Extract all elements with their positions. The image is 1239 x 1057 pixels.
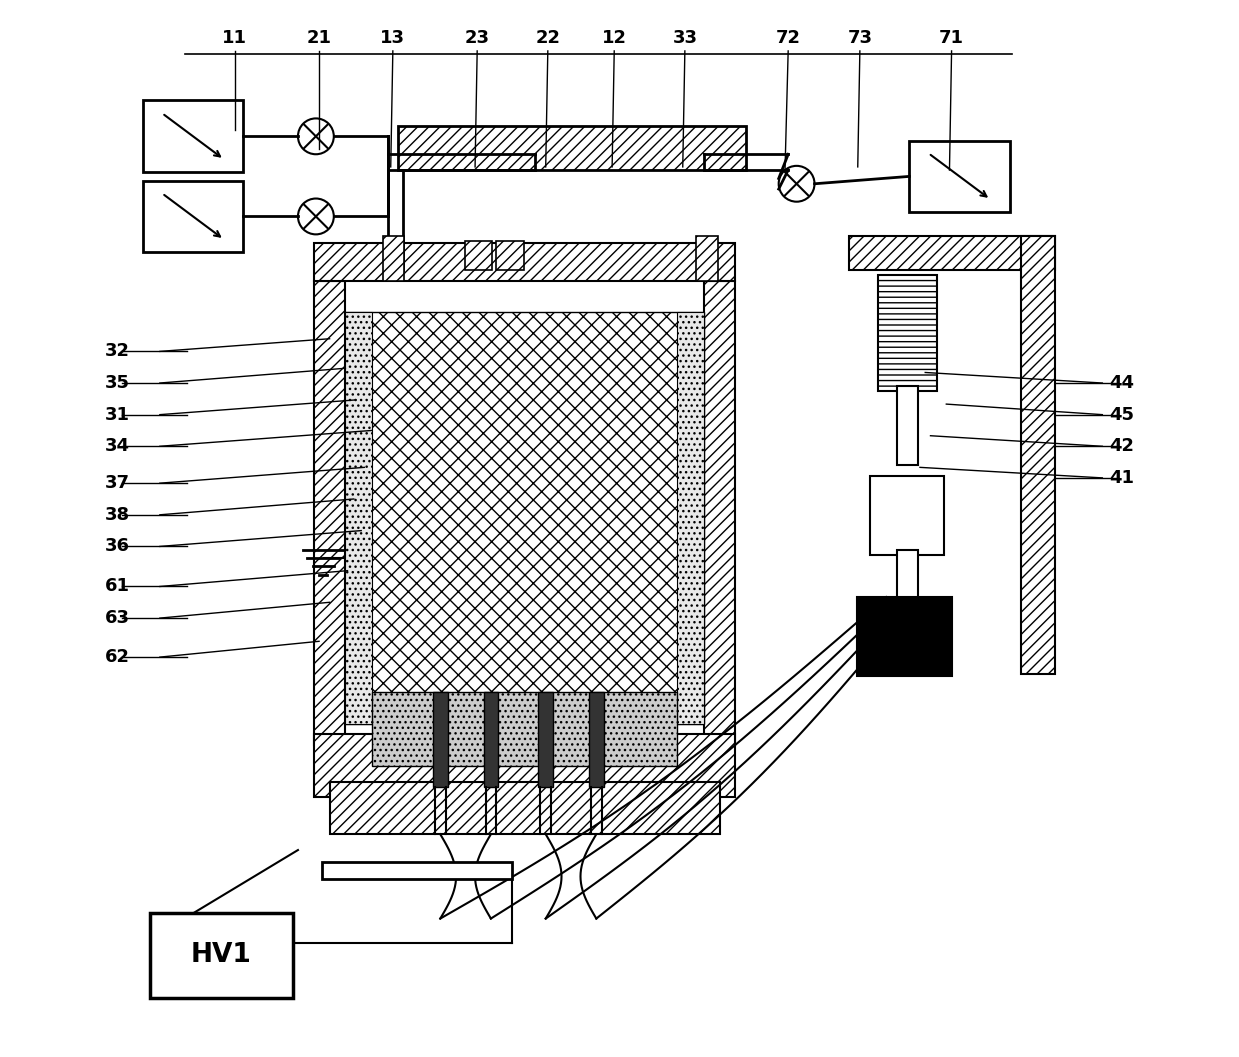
Bar	[330, 781, 720, 834]
Bar	[496, 241, 524, 271]
Bar	[897, 550, 918, 602]
Text: 44: 44	[1109, 374, 1134, 392]
Text: 23: 23	[465, 30, 489, 48]
Bar	[696, 237, 717, 281]
Text: 32: 32	[105, 342, 130, 360]
Bar	[313, 734, 736, 797]
Bar	[465, 241, 492, 271]
Bar	[432, 692, 447, 786]
Bar	[871, 476, 944, 555]
Text: 21: 21	[306, 30, 332, 48]
Bar	[142, 181, 243, 253]
Bar	[313, 281, 346, 744]
Bar	[704, 281, 736, 744]
Text: 41: 41	[1109, 469, 1134, 487]
Text: 73: 73	[847, 30, 872, 48]
Text: 45: 45	[1109, 406, 1134, 424]
Bar	[538, 692, 553, 786]
Bar	[849, 237, 1054, 271]
Bar	[150, 913, 292, 998]
Bar	[678, 313, 704, 724]
Bar	[398, 126, 746, 170]
Bar	[897, 386, 918, 465]
Text: 38: 38	[105, 506, 130, 524]
Text: HV1: HV1	[191, 943, 252, 968]
Text: 13: 13	[380, 30, 405, 48]
Text: 22: 22	[535, 30, 560, 48]
Bar	[142, 100, 243, 172]
Text: 12: 12	[602, 30, 627, 48]
Text: 72: 72	[776, 30, 800, 48]
Bar	[346, 313, 704, 724]
Bar	[313, 243, 736, 281]
Bar	[372, 692, 678, 765]
Bar	[877, 276, 937, 391]
Bar	[1021, 237, 1054, 674]
Text: 11: 11	[222, 30, 248, 48]
Text: 71: 71	[939, 30, 964, 48]
Text: 31: 31	[105, 406, 130, 424]
Bar	[909, 141, 1010, 212]
Text: 34: 34	[105, 438, 130, 456]
Text: 37: 37	[105, 475, 130, 493]
Text: 36: 36	[105, 537, 130, 555]
Text: 42: 42	[1109, 438, 1134, 456]
Bar	[483, 692, 498, 786]
Bar	[383, 237, 404, 281]
Bar	[322, 861, 512, 878]
Text: 35: 35	[105, 374, 130, 392]
Bar	[589, 692, 603, 786]
Text: 61: 61	[105, 577, 130, 595]
Bar	[346, 313, 372, 724]
Bar	[856, 597, 952, 676]
Text: 33: 33	[673, 30, 698, 48]
Text: 62: 62	[105, 648, 130, 666]
Text: 63: 63	[105, 609, 130, 627]
